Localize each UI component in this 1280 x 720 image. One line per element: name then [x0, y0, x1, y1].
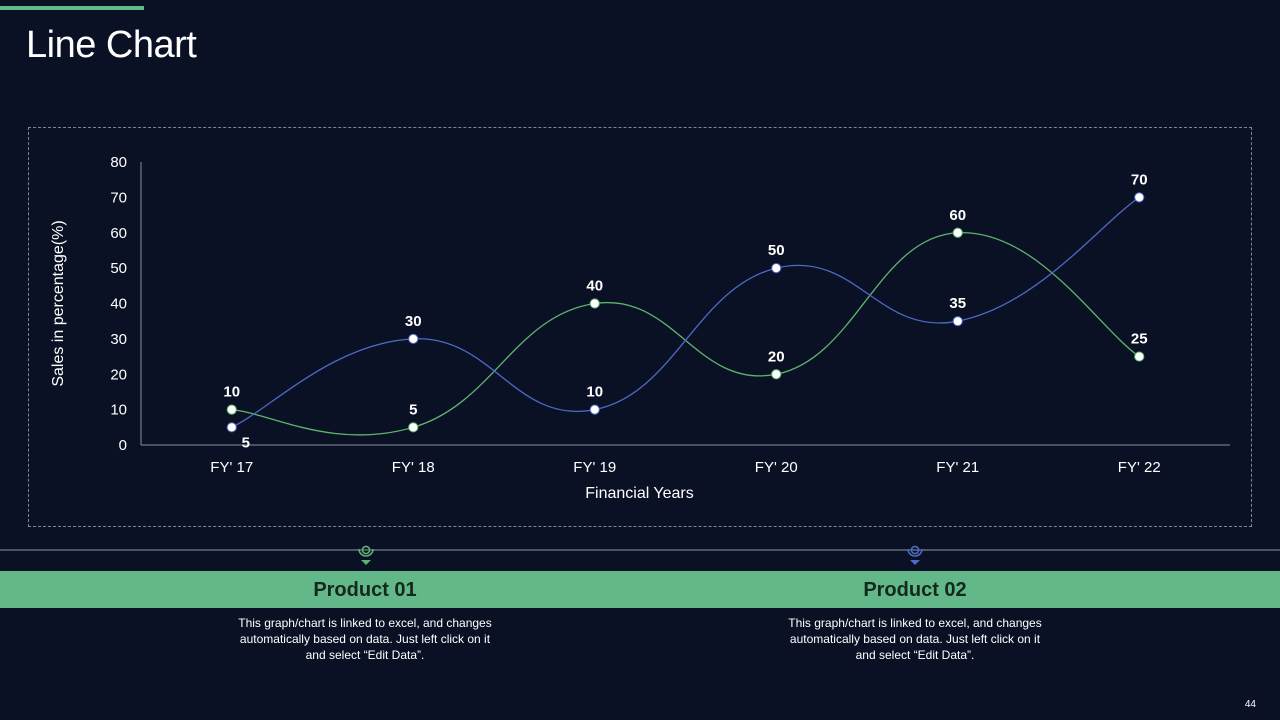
y-tick-label: 60 [110, 225, 127, 242]
series-2-data-label: 30 [405, 313, 422, 330]
series-1-data-label: 10 [223, 384, 240, 401]
x-tick-label: FY' 19 [573, 459, 616, 476]
series-1-data-label: 20 [768, 348, 785, 365]
series-2-point [1134, 192, 1145, 203]
series-1-point [1134, 351, 1145, 362]
series-2-point [589, 404, 600, 415]
series-1-point [226, 404, 237, 415]
chart-frame[interactable]: 0 10 20 30 40 50 60 70 80 FY' 17 FY' 18 FY' 19 FY' 2… [28, 127, 1252, 527]
product-01-marker-icon [358, 545, 374, 565]
series-2-data-label: 50 [768, 242, 785, 259]
series-1-line [231, 232, 1140, 436]
series-1-point [589, 298, 600, 309]
y-tick-label: 50 [110, 260, 127, 277]
y-axis-title: Sales in percentage(%) [50, 220, 67, 386]
y-tick-label: 70 [110, 189, 127, 206]
series-2-point [771, 263, 782, 274]
line-chart: 0 10 20 30 40 50 60 70 80 FY' 17 FY' 18 FY' 19 FY' 2… [50, 154, 1230, 502]
series-2-line [231, 196, 1140, 428]
y-tick-label: 0 [119, 437, 127, 454]
y-tick-label: 40 [110, 296, 127, 313]
series-1-point [408, 422, 419, 433]
series-2-data-label: 70 [1131, 171, 1148, 188]
series-2-point [408, 333, 419, 344]
series-1-point [771, 369, 782, 380]
series-2-data-label: 10 [586, 384, 603, 401]
series-2-point [952, 316, 963, 327]
product-band [0, 571, 1280, 608]
y-tick-label: 10 [110, 402, 127, 419]
slide-title: Line Chart [26, 24, 197, 66]
x-tick-label: FY' 20 [755, 459, 798, 476]
x-tick-label: FY' 22 [1118, 459, 1161, 476]
y-tick-label: 30 [110, 331, 127, 348]
series-2-point [226, 422, 237, 433]
product-02-title: Product 02 [863, 579, 967, 601]
product-01-title: Product 01 [313, 579, 417, 601]
y-tick-label: 80 [110, 154, 127, 171]
y-tick-label: 20 [110, 366, 127, 383]
x-tick-label: FY' 21 [936, 459, 979, 476]
x-tick-label: FY' 17 [210, 459, 253, 476]
series-1-data-label: 25 [1131, 331, 1148, 348]
series-1-point [952, 227, 963, 238]
series-1-data-label: 5 [409, 401, 417, 418]
series-1-data-label: 60 [949, 207, 966, 224]
product-02-marker-icon [907, 545, 923, 565]
product-02-description: This graph/chart is linked to excel, and… [788, 616, 1042, 662]
series-2-data-label: 5 [242, 434, 250, 451]
series-2-data-label: 35 [949, 295, 966, 312]
x-axis-title: Financial Years [585, 485, 694, 502]
series-1-data-label: 40 [586, 278, 603, 295]
x-tick-label: FY' 18 [392, 459, 435, 476]
divider-line [0, 549, 1280, 551]
page-number: 44 [1244, 699, 1256, 710]
product-01-description: This graph/chart is linked to excel, and… [238, 616, 492, 662]
title-accent-bar [0, 6, 144, 10]
